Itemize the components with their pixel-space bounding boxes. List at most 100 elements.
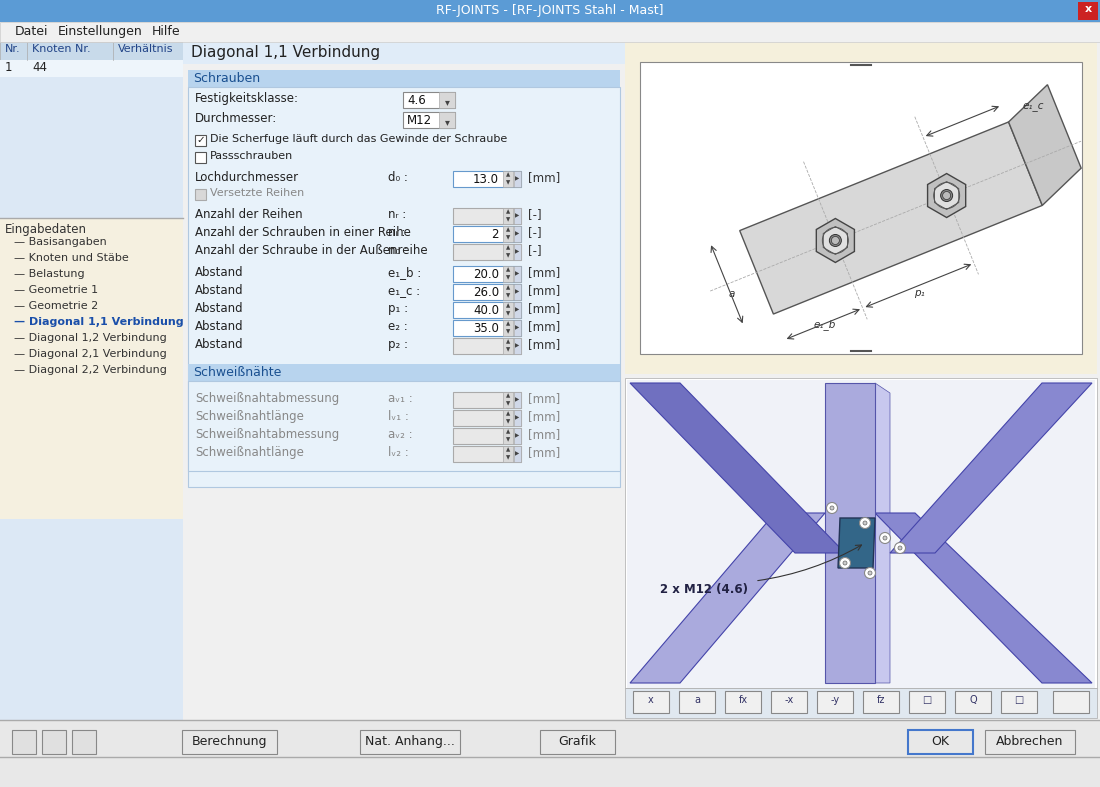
Bar [625,42,1097,374]
Bar [514,284,521,300]
Bar [403,112,455,128]
Text: Versetzte Reihen: Versetzte Reihen [210,188,305,198]
Text: Anzahl der Reihen: Anzahl der Reihen [195,208,302,221]
Text: Schweißnahtlänge: Schweißnahtlänge [195,446,304,459]
Circle shape [829,235,842,246]
Text: p₂ :: p₂ : [388,338,408,351]
Text: [mm]: [mm] [528,392,560,405]
Bar [725,691,761,713]
Text: [mm]: [mm] [528,410,560,423]
Text: x: x [1085,4,1091,14]
Text: ▶: ▶ [515,307,519,312]
Bar [453,410,521,426]
Text: Nr.: Nr. [6,44,21,54]
Bar [1053,691,1089,713]
Text: ▲: ▲ [506,411,510,416]
Bar [0,42,183,787]
Text: -x: -x [784,695,793,705]
Text: n₀ :: n₀ : [388,244,408,257]
Bar [503,392,513,408]
Polygon shape [838,518,875,568]
Bar [453,338,521,354]
Text: ▶: ▶ [515,271,519,276]
Bar [360,730,460,754]
Bar [453,446,521,462]
Text: p₁: p₁ [914,287,925,297]
Bar [12,730,36,754]
Text: ▶: ▶ [515,249,519,254]
Bar [955,691,991,713]
Text: ▲: ▲ [506,209,510,214]
Bar [183,42,625,787]
Text: e₂ :: e₂ : [388,320,408,333]
Text: e₁_c: e₁_c [1022,102,1044,112]
Bar [503,208,513,224]
Bar [514,244,521,260]
Bar [625,688,1097,718]
Text: Einstellungen: Einstellungen [58,25,143,38]
Bar [0,219,183,519]
Text: Schweißnahtabmessung: Schweißnahtabmessung [195,428,339,441]
Bar [503,428,513,444]
Text: ▲: ▲ [506,267,510,272]
Text: lᵥ₁ :: lᵥ₁ : [388,410,409,423]
Bar [403,92,455,108]
Bar [771,691,807,713]
Text: ▶: ▶ [515,231,519,236]
Text: nᵢ :: nᵢ : [388,226,406,239]
Text: fx: fx [738,695,748,705]
Text: ▼: ▼ [506,275,510,280]
Bar [817,691,852,713]
Bar [42,730,66,754]
Text: Berechnung: Berechnung [191,735,267,748]
Text: ▲: ▲ [506,303,510,308]
Text: e₁_b :: e₁_b : [388,266,421,279]
Bar [909,691,945,713]
Text: Schweißnähte: Schweißnähte [192,366,282,379]
Bar [453,302,521,318]
Text: — Belastung: — Belastung [14,269,85,279]
Text: Abstand: Abstand [195,284,243,297]
Text: Verhältnis: Verhältnis [118,44,174,54]
Text: ▶: ▶ [515,325,519,330]
Text: p₁ :: p₁ : [388,302,408,315]
Text: e₁_c :: e₁_c : [388,284,420,297]
Text: ▾: ▾ [444,97,450,107]
Bar [503,320,513,336]
Text: RF-JOINTS - [RF-JOINTS Stahl - Mast]: RF-JOINTS - [RF-JOINTS Stahl - Mast] [437,4,663,17]
Text: ▲: ▲ [506,285,510,290]
Bar [514,302,521,318]
Text: x: x [648,695,653,705]
Bar [514,410,521,426]
Text: M12: M12 [407,114,432,127]
Polygon shape [927,173,966,217]
Text: ▲: ▲ [506,227,510,232]
Bar [514,226,521,242]
Text: Abstand: Abstand [195,320,243,333]
Text: Schweißnahtabmessung: Schweißnahtabmessung [195,392,339,405]
Bar [453,208,521,224]
Circle shape [826,503,837,513]
Circle shape [943,191,950,200]
Bar [540,730,615,754]
Text: Knoten Nr.: Knoten Nr. [32,44,90,54]
Bar [0,757,1100,787]
Text: ▼: ▼ [506,217,510,222]
Text: ▶: ▶ [515,343,519,348]
Bar [439,112,455,128]
Text: Hilfe: Hilfe [152,25,180,38]
Text: ✓: ✓ [196,135,205,145]
Text: [mm]: [mm] [528,446,560,459]
Bar [195,189,206,200]
Text: Anzahl der Schraube in der Außenreihe: Anzahl der Schraube in der Außenreihe [195,244,428,257]
Polygon shape [816,219,855,263]
Text: d₀ :: d₀ : [388,171,408,184]
Text: ▲: ▲ [506,393,510,398]
Text: ▼: ▼ [506,311,510,316]
Bar [625,378,1097,688]
Bar [0,60,183,77]
Bar [514,266,521,282]
Text: — Knoten und Stäbe: — Knoten und Stäbe [14,253,129,263]
Bar [0,42,183,60]
Bar [503,302,513,318]
